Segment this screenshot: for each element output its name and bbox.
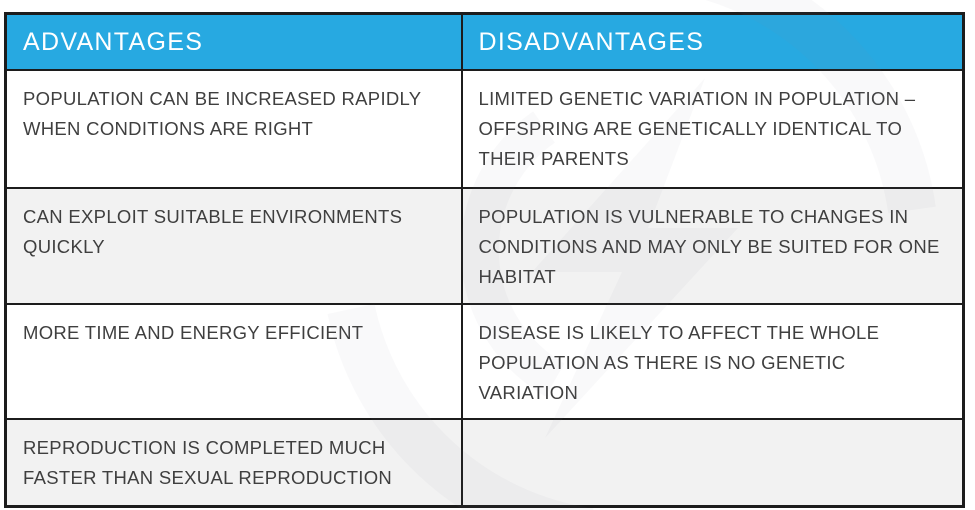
column-header-advantages: ADVANTAGES: [4, 12, 463, 71]
table-row: POPULATION CAN BE INCREASED RAPIDLY WHEN…: [4, 69, 965, 189]
cell-text: POPULATION CAN BE INCREASED RAPIDLY WHEN…: [23, 88, 422, 139]
cell-advantage: POPULATION CAN BE INCREASED RAPIDLY WHEN…: [4, 69, 463, 189]
cell-text: LIMITED GENETIC VARIATION IN POPULATION …: [478, 88, 916, 169]
cell-text: CAN EXPLOIT SUITABLE ENVIRONMENTS QUICKL…: [23, 206, 403, 257]
table-row: CAN EXPLOIT SUITABLE ENVIRONMENTS QUICKL…: [4, 187, 965, 305]
column-header-label: ADVANTAGES: [23, 27, 204, 56]
cell-advantage: CAN EXPLOIT SUITABLE ENVIRONMENTS QUICKL…: [4, 187, 463, 305]
cell-text: DISEASE IS LIKELY TO AFFECT THE WHOLE PO…: [478, 322, 880, 403]
cell-advantage: MORE TIME AND ENERGY EFFICIENT: [4, 303, 463, 420]
cell-text: REPRODUCTION IS COMPLETED MUCH FASTER TH…: [23, 437, 393, 488]
cell-text: POPULATION IS VULNERABLE TO CHANGES IN C…: [478, 206, 940, 287]
cell-advantage: REPRODUCTION IS COMPLETED MUCH FASTER TH…: [4, 418, 463, 507]
cell-disadvantage: LIMITED GENETIC VARIATION IN POPULATION …: [460, 69, 965, 189]
cell-disadvantage: POPULATION IS VULNERABLE TO CHANGES IN C…: [460, 187, 965, 305]
table-row: REPRODUCTION IS COMPLETED MUCH FASTER TH…: [4, 418, 965, 507]
comparison-table: ADVANTAGES DISADVANTAGES POPULATION CAN …: [4, 12, 965, 508]
table-row: MORE TIME AND ENERGY EFFICIENT DISEASE I…: [4, 303, 965, 420]
column-header-label: DISADVANTAGES: [478, 27, 705, 56]
header-row: ADVANTAGES DISADVANTAGES: [4, 12, 965, 71]
cell-text: MORE TIME AND ENERGY EFFICIENT: [23, 322, 364, 343]
column-header-disadvantages: DISADVANTAGES: [460, 12, 965, 71]
cell-disadvantage: DISEASE IS LIKELY TO AFFECT THE WHOLE PO…: [460, 303, 965, 420]
cell-disadvantage: [460, 418, 965, 507]
